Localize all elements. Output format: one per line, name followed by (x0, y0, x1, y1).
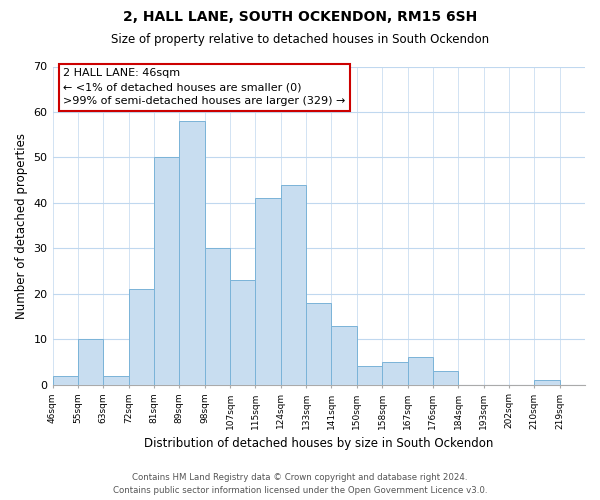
Bar (382, 362, 407, 384)
Bar (534, 380, 560, 384)
Bar (407, 358, 433, 384)
Text: Size of property relative to detached houses in South Ockendon: Size of property relative to detached ho… (111, 32, 489, 46)
Y-axis label: Number of detached properties: Number of detached properties (15, 132, 28, 318)
Text: 2, HALL LANE, SOUTH OCKENDON, RM15 6SH: 2, HALL LANE, SOUTH OCKENDON, RM15 6SH (123, 10, 477, 24)
Bar (306, 303, 331, 384)
Bar (78, 339, 103, 384)
Bar (281, 184, 306, 384)
Bar (357, 366, 382, 384)
Bar (53, 376, 78, 384)
Bar (128, 289, 154, 384)
Bar (331, 326, 357, 384)
X-axis label: Distribution of detached houses by size in South Ockendon: Distribution of detached houses by size … (144, 437, 493, 450)
Bar (230, 280, 256, 384)
Bar (103, 376, 128, 384)
Text: 2 HALL LANE: 46sqm
← <1% of detached houses are smaller (0)
>99% of semi-detache: 2 HALL LANE: 46sqm ← <1% of detached hou… (63, 68, 346, 106)
Bar (154, 158, 179, 384)
Bar (433, 371, 458, 384)
Bar (205, 248, 230, 384)
Bar (256, 198, 281, 384)
Bar (179, 121, 205, 384)
Text: Contains HM Land Registry data © Crown copyright and database right 2024.
Contai: Contains HM Land Registry data © Crown c… (113, 474, 487, 495)
